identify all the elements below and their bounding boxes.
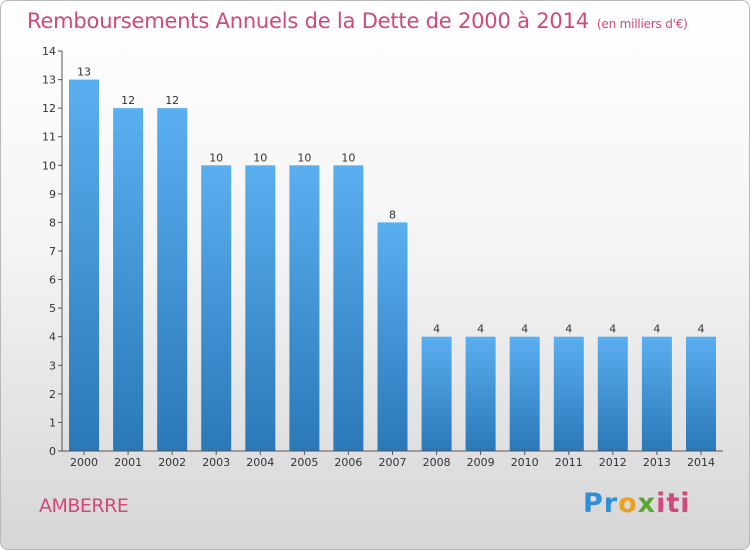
x-tick-label-2006: 2006 xyxy=(334,456,362,469)
data-label-2014: 4 xyxy=(698,323,705,336)
data-label-2000: 13 xyxy=(77,66,91,79)
data-label-2004: 10 xyxy=(253,151,267,164)
data-label-2007: 8 xyxy=(389,208,396,221)
bars-group: 13 12 12 10 10 10 10 8 4 4 4 4 4 4 4 xyxy=(69,66,716,452)
chart-unit: (en milliers d'€) xyxy=(596,17,688,31)
y-tick-label-7: 7 xyxy=(49,245,56,258)
x-tick-label-2005: 2005 xyxy=(290,456,318,469)
y-tick-label-2: 2 xyxy=(49,388,56,401)
x-tick-label-2000: 2000 xyxy=(70,456,98,469)
data-label-2012: 4 xyxy=(609,323,616,336)
bar-2011 xyxy=(553,336,584,451)
bar-2006 xyxy=(333,165,364,452)
y-tick-label-8: 8 xyxy=(49,216,56,229)
data-label-2011: 4 xyxy=(565,323,572,336)
bar-2002 xyxy=(157,108,188,451)
data-label-2003: 10 xyxy=(209,151,223,164)
x-tick-label-2014: 2014 xyxy=(687,456,715,469)
data-label-2002: 12 xyxy=(165,94,179,107)
data-label-2006: 10 xyxy=(341,151,355,164)
bar-2004 xyxy=(245,165,276,452)
x-tick-label-2012: 2012 xyxy=(599,456,627,469)
x-tick-label-2013: 2013 xyxy=(643,456,671,469)
bar-2009 xyxy=(465,336,496,451)
x-tick-label-2010: 2010 xyxy=(511,456,539,469)
bar-2007 xyxy=(377,222,408,451)
y-tick-label-4: 4 xyxy=(49,331,56,344)
x-tick-label-2009: 2009 xyxy=(467,456,495,469)
data-label-2009: 4 xyxy=(477,323,484,336)
y-tick-label-6: 6 xyxy=(49,274,56,287)
data-label-2005: 10 xyxy=(297,151,311,164)
y-tick-label-1: 1 xyxy=(49,416,56,429)
y-tick-label-11: 11 xyxy=(42,131,56,144)
y-tick-label-13: 13 xyxy=(42,74,56,87)
y-tick-label-14: 14 xyxy=(42,45,56,58)
data-label-2010: 4 xyxy=(521,323,528,336)
x-tick-label-2008: 2008 xyxy=(423,456,451,469)
bar-2012 xyxy=(597,336,628,451)
x-tick-label-2001: 2001 xyxy=(114,456,142,469)
x-tick-label-2007: 2007 xyxy=(379,456,407,469)
y-tick-label-3: 3 xyxy=(49,359,56,372)
x-tick-label-2003: 2003 xyxy=(202,456,230,469)
y-tick-label-9: 9 xyxy=(49,188,56,201)
bar-2010 xyxy=(509,336,540,451)
data-label-2008: 4 xyxy=(433,323,440,336)
chart-title: Remboursements Annuels de la Dette de 20… xyxy=(27,9,688,33)
x-tick-label-2004: 2004 xyxy=(246,456,274,469)
commune-name: AMBERRE xyxy=(39,495,129,517)
bar-2005 xyxy=(289,165,320,452)
y-tick-label-10: 10 xyxy=(42,159,56,172)
x-tick-label-2011: 2011 xyxy=(555,456,583,469)
data-label-2001: 12 xyxy=(121,94,135,107)
bar-2013 xyxy=(641,336,672,451)
y-tick-label-12: 12 xyxy=(42,102,56,115)
y-tick-label-5: 5 xyxy=(49,302,56,315)
bar-2014 xyxy=(686,336,716,451)
x-tick-label-2002: 2002 xyxy=(158,456,186,469)
bar-2000 xyxy=(69,79,99,451)
y-tick-label-0: 0 xyxy=(49,445,56,458)
bar-2001 xyxy=(113,108,144,451)
bar-2008 xyxy=(421,336,452,451)
proxiti-logo: Proxiti xyxy=(583,488,691,519)
bar-2003 xyxy=(201,165,232,452)
axes-group: 2000 2001 2002 2003 2004 2005 2006 2007 2008 2009… xyxy=(42,45,723,469)
data-label-2013: 4 xyxy=(653,323,660,336)
